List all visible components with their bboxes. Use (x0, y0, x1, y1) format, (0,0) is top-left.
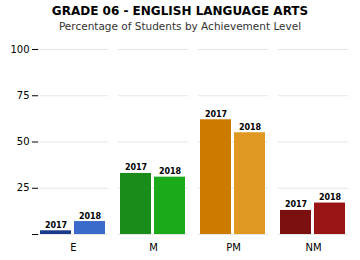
svg-text:75: 75 (17, 90, 30, 101)
svg-text:2018: 2018 (239, 123, 262, 132)
svg-text:E: E (70, 242, 76, 253)
svg-text:25: 25 (17, 182, 30, 193)
svg-text:NM: NM (305, 242, 321, 253)
svg-text:M: M (149, 242, 158, 253)
html-text:Percentage of Students by Achi: Percentage of Students by Achievement Le… (58, 20, 302, 32)
svg-text:50: 50 (17, 136, 30, 147)
html-text:GRADE 06 - ENGLISH LANGUAGE AR: GRADE 06 - ENGLISH LANGUAGE ARTS (51, 4, 309, 18)
svg-text:100: 100 (10, 44, 29, 55)
svg-text:2017: 2017 (285, 200, 307, 209)
svg-text:2018: 2018 (159, 167, 182, 176)
svg-text:2017: 2017 (205, 110, 227, 119)
svg-text:PM: PM (226, 242, 241, 253)
svg-text:2017: 2017 (125, 163, 147, 172)
svg-text:2018: 2018 (79, 212, 102, 221)
svg-text:2017: 2017 (45, 221, 67, 230)
svg-text:2018: 2018 (319, 193, 342, 202)
